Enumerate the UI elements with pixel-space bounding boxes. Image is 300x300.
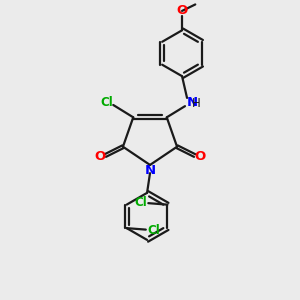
Text: Cl: Cl	[100, 95, 113, 109]
Text: O: O	[194, 150, 205, 163]
Text: O: O	[95, 150, 106, 163]
Text: Cl: Cl	[134, 196, 147, 209]
Text: O: O	[176, 4, 188, 17]
Text: H: H	[192, 97, 200, 110]
Text: N: N	[186, 96, 198, 109]
Text: Cl: Cl	[147, 224, 160, 237]
Text: N: N	[144, 164, 156, 177]
